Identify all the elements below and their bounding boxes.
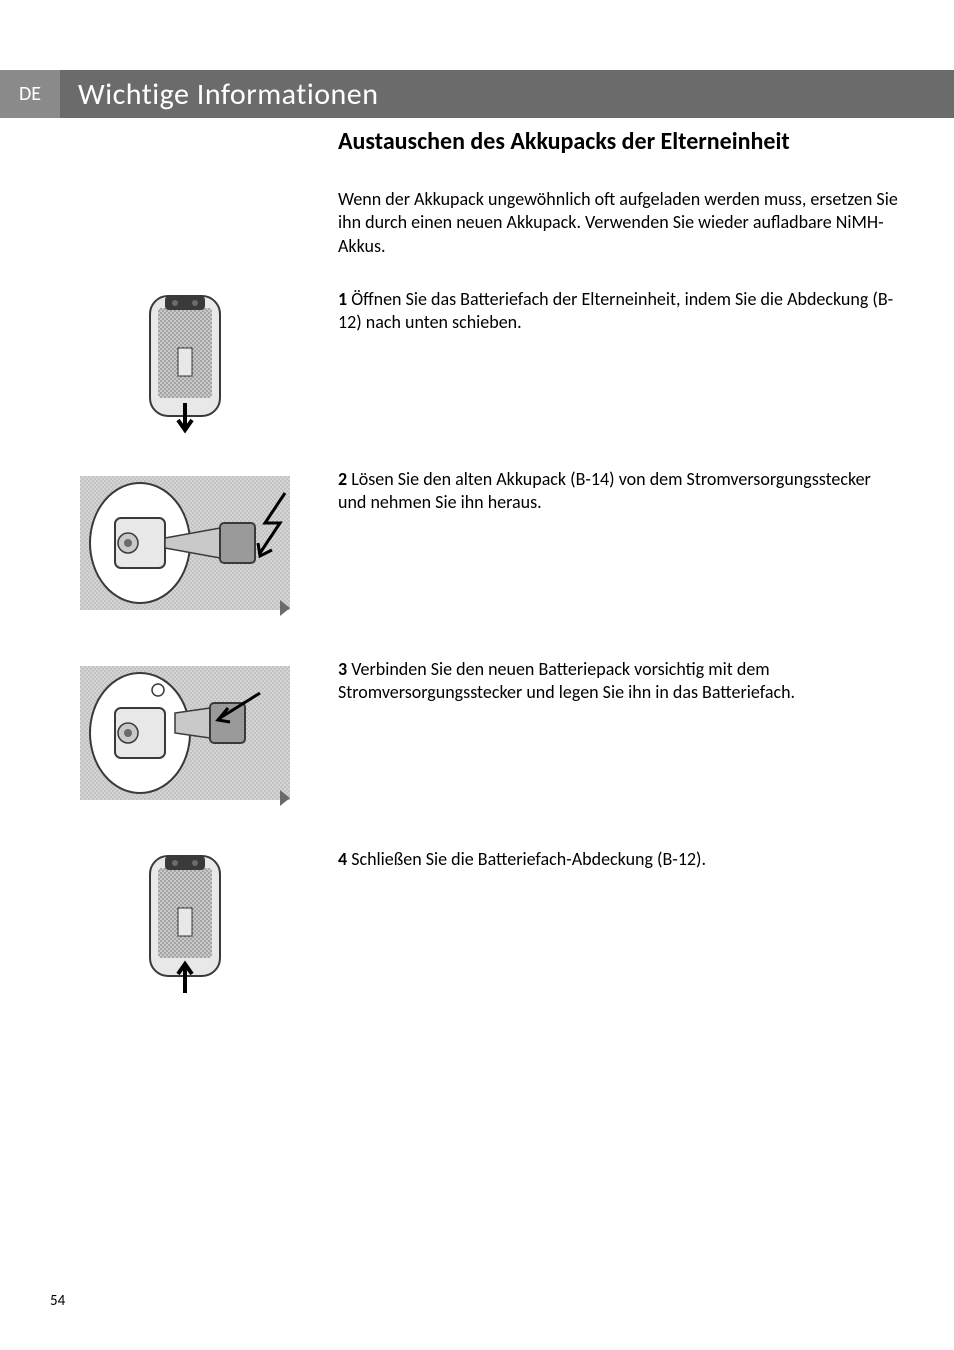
step-3-number: 3 bbox=[338, 658, 347, 680]
step-4-body: Schließen Sie die Batteriefach-Abdeckung… bbox=[351, 848, 706, 870]
page-number: 54 bbox=[50, 1292, 65, 1310]
section-heading: Austauschen des Akkupacks der Elterneinh… bbox=[338, 128, 898, 156]
step-4-illustration bbox=[80, 848, 290, 998]
step-2-text: 2 Lösen Sie den alten Akkupack (B-14) vo… bbox=[338, 468, 898, 515]
step-4-number: 4 bbox=[338, 848, 347, 870]
step-1-body: Öffnen Sie das Batteriefach der Elternei… bbox=[338, 288, 893, 333]
chapter-title: Wichtige Informationen bbox=[60, 70, 954, 118]
language-tab: DE bbox=[0, 70, 60, 118]
step-2-body: Lösen Sie den alten Akkupack (B-14) von … bbox=[338, 468, 871, 513]
step-1-illustration bbox=[80, 288, 290, 438]
step-1-text: 1 Öffnen Sie das Batteriefach der Eltern… bbox=[338, 288, 898, 335]
step-3-body: Verbinden Sie den neuen Batteriepack vor… bbox=[338, 658, 795, 703]
step-2-number: 2 bbox=[338, 468, 347, 490]
step-1-number: 1 bbox=[338, 288, 347, 310]
step-3-illustration bbox=[80, 658, 290, 808]
step-4-text: 4 Schließen Sie die Batteriefach-Abdecku… bbox=[338, 848, 898, 871]
step-3-text: 3 Verbinden Sie den neuen Batteriepack v… bbox=[338, 658, 898, 705]
page-header: DE Wichtige Informationen bbox=[0, 70, 954, 118]
section-intro: Wenn der Akkupack ungewöhnlich oft aufge… bbox=[338, 188, 898, 258]
step-2-illustration bbox=[80, 468, 290, 618]
